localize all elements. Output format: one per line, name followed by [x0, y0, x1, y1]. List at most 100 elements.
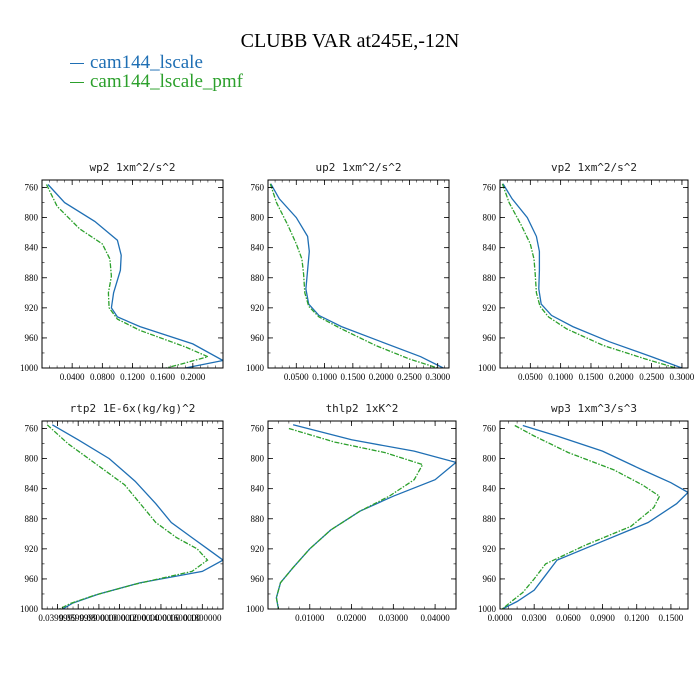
figure-title: CLUBB VAR at245E,-12N: [240, 30, 460, 52]
x-tick-label: 0.2500: [639, 372, 664, 382]
x-tick-label: 0.1200: [624, 613, 649, 623]
x-tick-label: 0.0399999: [38, 613, 77, 623]
x-tick-label: 0.1000: [548, 372, 573, 382]
y-tick-label: 1000: [246, 363, 265, 373]
legend-label: cam144_lscale: [90, 52, 203, 73]
chart-panel: wp2 1xm^2/s^2 760 800 840 880 920 960 1000 0.040…: [20, 161, 224, 382]
y-tick-label: 920: [251, 303, 265, 313]
panel-title: thlp2 1xK^2: [326, 402, 399, 415]
x-tick-label: 0.2000: [180, 372, 205, 382]
x-tick-label: 0.1200000: [121, 613, 160, 623]
x-tick-label: 0.3000: [670, 372, 695, 382]
y-tick-label: 920: [251, 544, 265, 554]
legend-item-lscale: cam144_lscale: [70, 52, 203, 74]
y-tick-label: 1000: [246, 604, 265, 614]
y-tick-label: 880: [483, 514, 497, 524]
y-tick-label: 880: [251, 514, 265, 524]
panel-title: vp2 1xm^2/s^2: [551, 161, 637, 174]
series-line: [270, 183, 444, 368]
legend-item-lscale-pmf: cam144_lscale_pmf: [70, 71, 243, 93]
x-tick-label: 0.0599999: [59, 613, 98, 623]
y-tick-label: 840: [251, 484, 265, 494]
chart-panel: up2 1xm^2/s^2 760 800 840 880 920 960 1000 0.050…: [246, 161, 451, 382]
series-line: [45, 184, 210, 368]
x-tick-label: 0.1000000: [100, 613, 139, 623]
y-tick-label: 1000: [478, 604, 497, 614]
y-tick-label: 960: [25, 333, 39, 343]
legend-swatch: [70, 63, 84, 65]
panel-title: wp3 1xm^3/s^3: [551, 402, 637, 415]
x-tick-label: 0.1600: [150, 372, 175, 382]
series-line: [501, 424, 661, 609]
y-tick-label: 880: [483, 273, 497, 283]
chart-panel: thlp2 1xK^2 760 800 840 880 920 960 1000 0.01000…: [246, 402, 457, 623]
series-line: [502, 183, 683, 368]
x-tick-label: 0.04000: [420, 613, 450, 623]
y-tick-label: 800: [483, 454, 497, 464]
x-tick-label: 0.2000: [369, 372, 394, 382]
x-tick-label: 0.0800: [90, 372, 115, 382]
x-tick-label: 0.0300: [522, 613, 547, 623]
y-tick-label: 960: [251, 574, 265, 584]
panel-title: wp2 1xm^2/s^2: [89, 161, 175, 174]
chart-panel: wp3 1xm^3/s^3 760 800 840 880 920 960 10000.000…: [478, 402, 689, 623]
y-tick-label: 880: [25, 273, 39, 283]
x-tick-label: 0.1000: [312, 372, 337, 382]
x-tick-label: 0.0500: [284, 372, 309, 382]
y-tick-label: 840: [251, 243, 265, 253]
y-tick-label: 960: [251, 333, 265, 343]
panel-title: rtp2 1E-6x(kg/kg)^2: [70, 402, 196, 415]
y-tick-label: 760: [251, 183, 265, 193]
series-line: [502, 424, 688, 609]
legend-swatch: [70, 82, 84, 84]
y-tick-label: 920: [25, 544, 39, 554]
plot-frame: [267, 179, 450, 369]
y-tick-label: 760: [483, 183, 497, 193]
y-tick-label: 880: [25, 514, 39, 524]
plot-frame: [499, 179, 689, 369]
y-tick-label: 800: [251, 213, 265, 223]
x-tick-label: 0.1600000: [163, 613, 202, 623]
x-tick-label: 0.1500: [579, 372, 604, 382]
y-tick-label: 960: [483, 574, 497, 584]
x-tick-label: 0.01000: [295, 613, 325, 623]
x-tick-label: 0.0400: [60, 372, 85, 382]
legend-label: cam144_lscale_pmf: [90, 71, 244, 92]
x-tick-label: 0.0500: [518, 372, 543, 382]
y-tick-label: 1000: [20, 604, 39, 614]
x-tick-label: 0.1400000: [142, 613, 181, 623]
y-tick-label: 840: [25, 243, 39, 253]
series-line: [275, 427, 424, 609]
panel-title: up2 1xm^2/s^2: [315, 161, 401, 174]
x-tick-label: 0.02000: [337, 613, 367, 623]
series-line: [269, 183, 438, 368]
y-tick-label: 840: [483, 484, 497, 494]
y-tick-label: 800: [251, 454, 265, 464]
x-tick-label: 0.0900: [590, 613, 615, 623]
x-tick-label: 0.0600: [556, 613, 581, 623]
plot-frame: [41, 420, 224, 610]
y-tick-label: 800: [25, 454, 39, 464]
x-tick-label: 0.2000: [609, 372, 634, 382]
y-tick-label: 760: [25, 183, 39, 193]
series-line: [275, 424, 456, 609]
series-line: [51, 424, 223, 609]
x-tick-label: 0.1500: [340, 372, 365, 382]
x-tick-label: 0.2500: [397, 372, 422, 382]
x-tick-label: 0.0800000: [80, 613, 119, 623]
y-tick-label: 760: [25, 424, 39, 434]
plot-frame: [41, 179, 224, 369]
x-tick-label: 0.0000: [488, 613, 513, 623]
x-tick-label: 0.1200: [120, 372, 145, 382]
y-tick-label: 1000: [20, 363, 39, 373]
y-tick-label: 840: [483, 243, 497, 253]
y-tick-label: 760: [251, 424, 265, 434]
x-tick-label: 0.03000: [379, 613, 409, 623]
y-tick-label: 920: [483, 544, 497, 554]
y-tick-label: 920: [483, 303, 497, 313]
y-tick-label: 800: [483, 213, 497, 223]
y-tick-label: 920: [25, 303, 39, 313]
series-line: [47, 184, 223, 368]
x-tick-label: 0.3000: [425, 372, 450, 382]
